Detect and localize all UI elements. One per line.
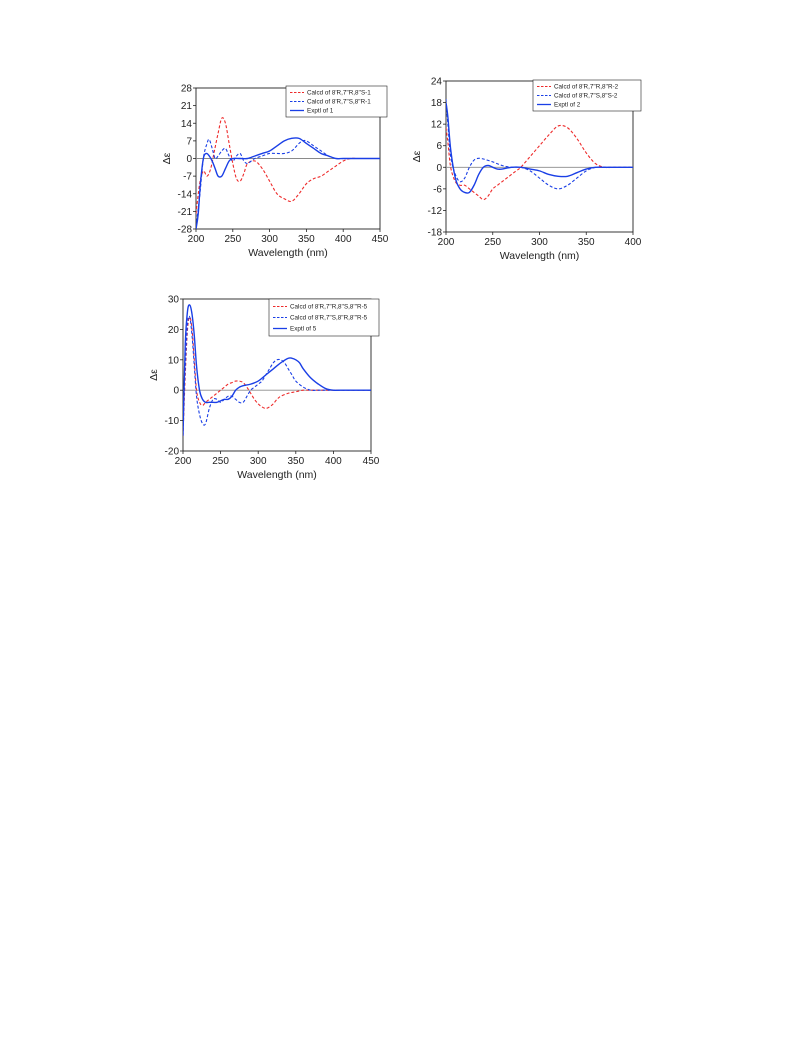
axes-group: 200 250 300 350 400 450 -20 -10 0 10 20 30 Wavelengt…: [148, 295, 380, 482]
y-tick-label: -6: [433, 184, 442, 195]
series-line-1: [196, 117, 380, 214]
x-tick-label: 300: [261, 234, 278, 245]
y-tick-label: 24: [431, 77, 443, 88]
y-tick-label: 30: [168, 295, 180, 306]
legend-label: Exptl of 1: [307, 108, 334, 115]
y-tick-label: 21: [181, 101, 193, 112]
y-tick-label: 0: [173, 386, 179, 397]
series-line-3: [183, 304, 371, 436]
y-tick-label: -20: [165, 447, 180, 458]
series-group: [183, 304, 371, 436]
x-tick-label: 350: [287, 456, 304, 467]
legend-label: Calcd of 8'R,7''R,8''S-1: [307, 90, 371, 97]
y-tick-label: -18: [428, 228, 443, 239]
legend-label: Exptl of 5: [290, 326, 317, 333]
series-line-3: [446, 102, 633, 194]
x-tick-label: 300: [531, 237, 548, 248]
y-axis-title: Δε: [161, 152, 173, 164]
y-tick-label: 0: [186, 154, 192, 165]
y-tick-label: -10: [165, 416, 180, 427]
y-axis-title: Δε: [411, 150, 423, 162]
x-axis-title: Wavelength (nm): [500, 250, 580, 262]
y-tick-label: -21: [178, 207, 193, 218]
x-tick-label: 400: [335, 234, 352, 245]
series-line-2: [196, 138, 380, 227]
legend: Calcd of 8'R,7''R,8''S-1 Calcd of 8'R,7''…: [285, 85, 388, 118]
cd-chart-1: 200 250 300 350 400 450 -28 -21 -14 -7 0 7 14 21 28 Wav…: [161, 84, 389, 260]
series-line-2: [183, 315, 371, 426]
legend: Calcd of 8'R,7''R,8''R-2 Calcd of 8'R,7''…: [532, 79, 642, 112]
x-tick-label: 200: [188, 234, 205, 245]
series-line-1: [183, 316, 371, 436]
x-tick-label: 350: [578, 237, 595, 248]
y-tick-label: -12: [428, 206, 443, 217]
legend-label: Calcd of 8'R,7''R,8''S,8'''R-5: [290, 304, 368, 311]
y-tick-label: 6: [436, 141, 442, 152]
y-tick-label: 12: [431, 120, 443, 131]
series-line-1: [446, 124, 633, 201]
y-tick-label: -7: [183, 172, 192, 183]
x-tick-label: 200: [438, 237, 455, 248]
legend-box: [268, 298, 380, 337]
y-tick-label: 28: [181, 84, 193, 95]
y-tick-label: 0: [436, 163, 442, 174]
x-tick-label: 450: [363, 456, 380, 467]
legend-label: Calcd of 8'R,7''S,8''S-2: [554, 93, 618, 100]
axes-group: 200 250 300 350 400 450 -28 -21 -14 -7 0 7 14 21 28 Wav…: [161, 84, 389, 260]
y-axis-title: Δε: [148, 369, 160, 381]
y-tick-label: 20: [168, 325, 180, 336]
legend-label: Calcd of 8'R,7''R,8''R-2: [554, 84, 619, 91]
x-axis-title: Wavelength (nm): [237, 469, 317, 481]
x-tick-label: 250: [212, 456, 229, 467]
cd-chart-2: 200 250 300 350 400 -18 -12 -6 0 6 12 18 24 Wavelengt…: [411, 77, 642, 263]
y-tick-label: 7: [186, 136, 192, 147]
x-tick-label: 400: [325, 456, 342, 467]
y-tick-label: 14: [181, 119, 193, 130]
x-tick-label: 200: [175, 456, 192, 467]
x-tick-label: 350: [298, 234, 315, 245]
x-tick-label: 250: [484, 237, 501, 248]
y-tick-label: -28: [178, 225, 193, 236]
series-group: [446, 98, 633, 201]
x-tick-label: 400: [625, 237, 642, 248]
x-tick-label: 450: [372, 234, 389, 245]
legend-label: Calcd of 8'R,7''S,8''R,8'''R-5: [290, 315, 368, 322]
x-tick-label: 250: [224, 234, 241, 245]
cd-chart-3: 200 250 300 350 400 450 -20 -10 0 10 20 30 Wavelengt…: [148, 295, 380, 482]
x-axis-title: Wavelength (nm): [248, 247, 328, 259]
y-tick-label: 18: [431, 98, 443, 109]
legend: Calcd of 8'R,7''R,8''S,8'''R-5 Calcd of 8…: [268, 298, 380, 337]
series-group: [196, 117, 380, 229]
y-tick-label: 10: [168, 355, 180, 366]
series-line-2: [446, 98, 633, 190]
series-line-3: [196, 137, 380, 229]
x-tick-label: 300: [250, 456, 267, 467]
legend-label: Calcd of 8'R,7''S,8''R-1: [307, 99, 371, 106]
legend-label: Exptl of 2: [554, 102, 581, 109]
y-tick-label: -14: [178, 189, 193, 200]
